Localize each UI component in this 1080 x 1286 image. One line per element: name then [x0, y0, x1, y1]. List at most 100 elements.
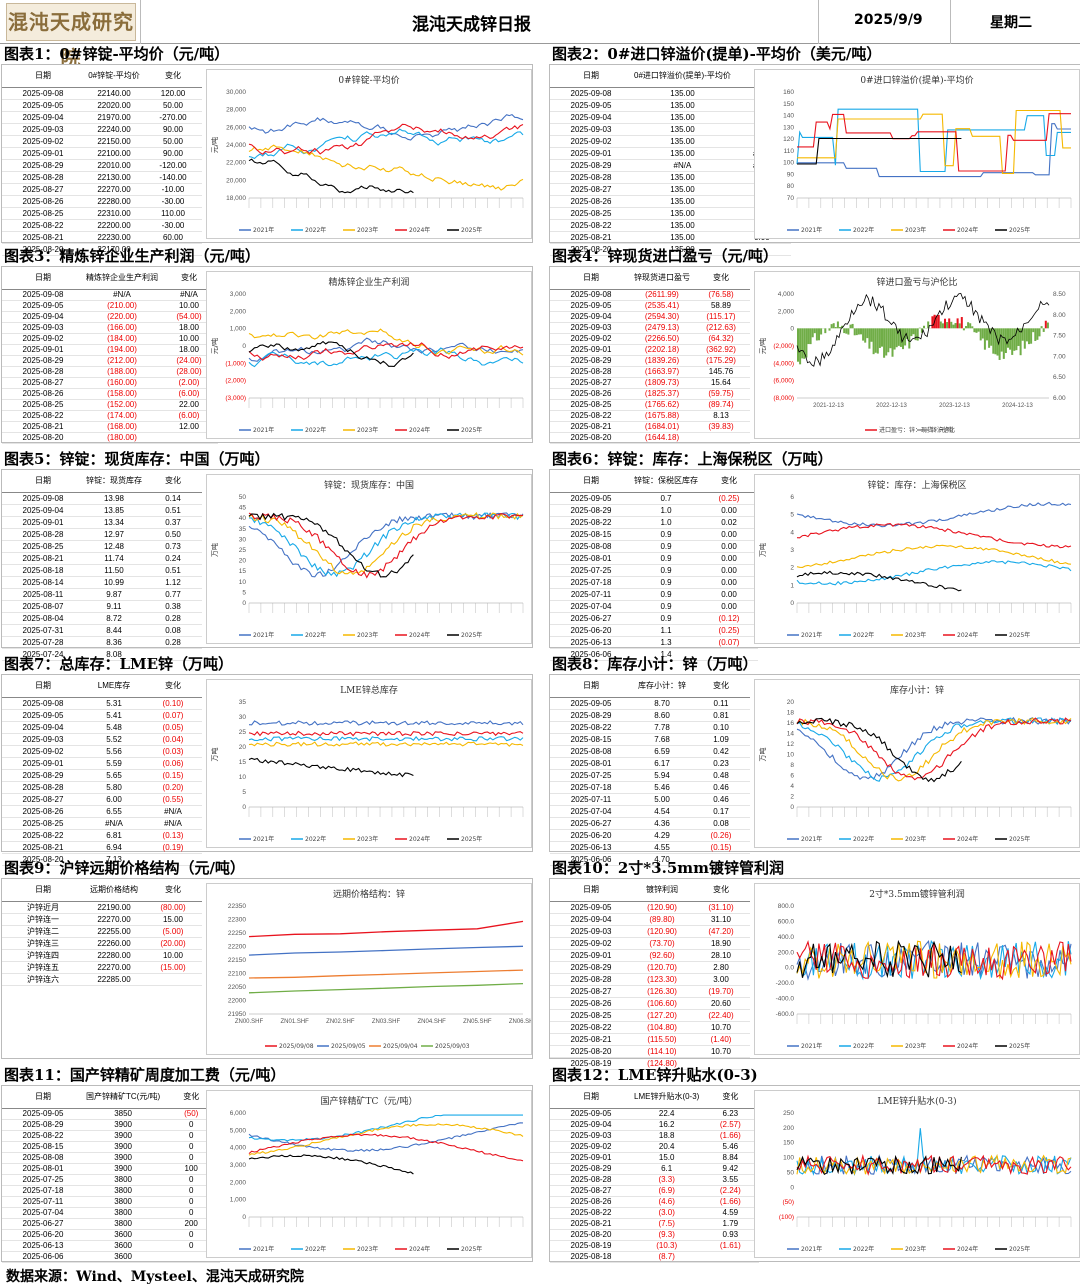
- table-row: 2025-08-29 (212.00) (24.00): [2, 355, 218, 367]
- table-cell: 4.59: [701, 1207, 760, 1219]
- table-cell: 5.00: [632, 793, 692, 806]
- table-cell: (0.06): [144, 757, 202, 770]
- import-bar: [950, 321, 953, 329]
- table-cell: (0.20): [144, 781, 202, 794]
- table-row: 2025-08-26 (158.00) (6.00): [2, 388, 218, 400]
- table-row: 2025-08-29 (1839.26) (175.29): [550, 355, 750, 367]
- y-tick-label: 0: [242, 804, 246, 811]
- table-cell: 0.11: [692, 697, 750, 710]
- table-cell: 5.56: [84, 745, 144, 758]
- table-cell: (1.61): [701, 1240, 760, 1252]
- table-cell: 0.9: [632, 528, 700, 541]
- table-cell: [144, 973, 202, 986]
- import-bar: [799, 328, 802, 365]
- table-cell: 沪锌连三: [2, 937, 84, 950]
- legend-label: 2023年: [905, 226, 926, 234]
- table-cell: 6.55: [84, 805, 144, 818]
- table-cell: (31.10): [692, 901, 750, 914]
- legend-label: 2023年: [357, 835, 378, 843]
- import-bar: [843, 328, 846, 334]
- table-cell: 9.42: [701, 1163, 760, 1175]
- table-cell: 0.9: [632, 576, 700, 589]
- table-cell: 12.00: [160, 421, 218, 433]
- table-cell: 2025-08-21: [550, 1218, 632, 1230]
- table-row: 沪锌连一 22270.00 15.00: [2, 913, 202, 926]
- y-tick-label: 150: [783, 101, 794, 108]
- table-cell: (9.3): [632, 1229, 702, 1241]
- y-tick-label: 8: [790, 762, 794, 769]
- x-tick-label: 2024-12-13: [1002, 403, 1033, 409]
- table-cell: (120.90): [632, 925, 692, 938]
- legend-label: 2023年: [357, 226, 378, 234]
- table-row: 沪锌连五 22270.00 (15.00): [2, 961, 202, 974]
- table-cell: 0.17: [692, 805, 750, 818]
- import-bar: [1038, 328, 1041, 337]
- table-cell: 135.00: [632, 123, 733, 136]
- import-bar: [1007, 328, 1010, 348]
- table-row: 2025-08-29 8.60 0.81: [550, 709, 750, 722]
- table-cell: 145.76: [692, 366, 750, 378]
- table-cell: [692, 853, 750, 866]
- table-cell: 4.36: [632, 817, 692, 830]
- table-row: 2025-08-29 5.65 (0.15): [2, 769, 202, 782]
- table-cell: 3.55: [701, 1174, 760, 1186]
- legend-label: 2021年: [253, 835, 274, 843]
- legend-label: 2024年: [957, 835, 978, 843]
- table-cell: 22010.00: [84, 159, 144, 172]
- table-cell: (1809.73): [632, 377, 692, 389]
- table-cell: 2025-08-22: [550, 219, 632, 232]
- table-cell: 0.02: [700, 516, 758, 529]
- y-tick-label: 100: [783, 160, 794, 167]
- series-line-2024: [248, 512, 524, 579]
- table-row: 2025-08-19 (124.80): [550, 1057, 750, 1070]
- table-row: 2025-06-20 4.29 (0.26): [550, 829, 750, 842]
- table-header: 远期价格结构: [84, 879, 144, 902]
- table-cell: 5.65: [84, 769, 144, 782]
- table-row: 2025-08-25 (127.20) (22.40): [550, 1009, 750, 1022]
- table-cell: 2025-08-25: [2, 399, 84, 411]
- table-cell: 2025-09-03: [550, 322, 632, 334]
- import-bar: [889, 328, 892, 349]
- y-tick-label: 22200: [228, 944, 246, 951]
- table-cell: 5.59: [84, 757, 144, 770]
- table-row: 2025-08-26 (106.60) 20.60: [550, 997, 750, 1010]
- y-tick-label: 400.0: [778, 934, 795, 941]
- table-cell: 10.00: [160, 333, 218, 345]
- table-cell: 4.54: [632, 805, 692, 818]
- table-row: 2025-07-25 0.9 0.00: [550, 564, 758, 577]
- table-row: 2025-08-15 7.68 1.09: [550, 733, 750, 746]
- table-cell: (188.00): [84, 366, 160, 378]
- table-cell: -270.00: [144, 111, 202, 124]
- data-table-11: 日期 国产锌精矿TC(元/吨) 变化 2025-09-05 3850 (50) 2025-0…: [2, 1086, 221, 1263]
- table-row: 2025-07-24 8.08: [2, 648, 202, 661]
- y-tick-label: 4,000: [230, 1145, 247, 1152]
- table-cell: 11.50: [84, 564, 144, 577]
- import-bar: [1011, 328, 1014, 355]
- table-cell: (0.55): [144, 793, 202, 806]
- table-header: 变化: [144, 65, 202, 88]
- table-cell: (1839.26): [632, 355, 692, 367]
- table-cell: 0: [162, 1207, 221, 1219]
- table-cell: (0.15): [144, 769, 202, 782]
- legend-label: 2023年: [357, 631, 378, 639]
- legend-label: 2024年: [957, 1245, 978, 1253]
- table-header: 日期: [550, 470, 632, 493]
- table-cell: 2025-08-08: [2, 1152, 84, 1164]
- y-tick-label: 6: [790, 494, 794, 501]
- table-row: 2025-08-21 22230.00 60.00: [2, 231, 202, 244]
- table-row: 2025-08-28 5.80 (0.20): [2, 781, 202, 794]
- table-cell: 135.00: [632, 111, 733, 124]
- table-row: 2025-08-20 22170.00: [2, 243, 202, 256]
- legend-label: 2024年: [957, 1042, 978, 1050]
- table-cell: 8.44: [84, 624, 144, 637]
- table-cell: [701, 1251, 760, 1263]
- table-row: 2025-08-25 (152.00) 22.00: [2, 399, 218, 411]
- table-row: 2025-08-22 7.78 0.10: [550, 721, 750, 734]
- table-cell: 0.24: [144, 552, 202, 565]
- table-cell: 2025-08-29: [2, 355, 84, 367]
- import-bar: [1044, 320, 1047, 329]
- y-tick-label: 45: [239, 505, 247, 512]
- table-cell: 2025-08-22: [2, 1130, 84, 1142]
- table-cell: 2025-08-29: [550, 709, 632, 722]
- report-date: 2025/9/9: [854, 12, 923, 28]
